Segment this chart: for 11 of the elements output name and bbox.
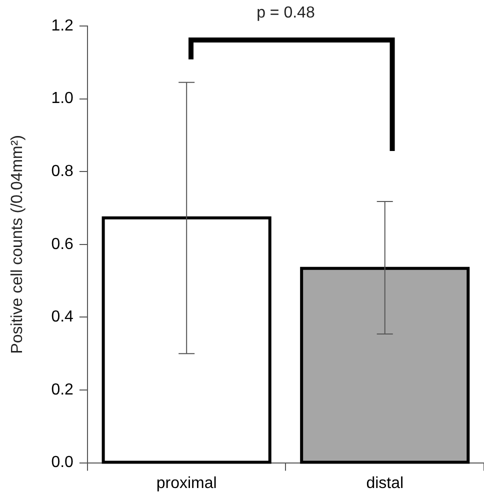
y-tick-label: 0.0 <box>51 454 74 472</box>
y-tick-label: 0.6 <box>51 236 74 253</box>
y-tick-label: 1.2 <box>51 17 74 34</box>
x-tick-label: distal <box>366 474 404 492</box>
text: p = 0.48 <box>256 4 315 22</box>
x-tick-label: proximal <box>156 474 217 492</box>
y-tick-label: 1.0 <box>51 90 74 108</box>
y-tick-label: 0.2 <box>51 381 74 398</box>
y-tick-label: 0.8 <box>51 163 74 180</box>
y-axis-title: Positive cell counts (/0.04mm²) <box>9 135 26 354</box>
y-tick-label: 0.4 <box>51 308 74 326</box>
